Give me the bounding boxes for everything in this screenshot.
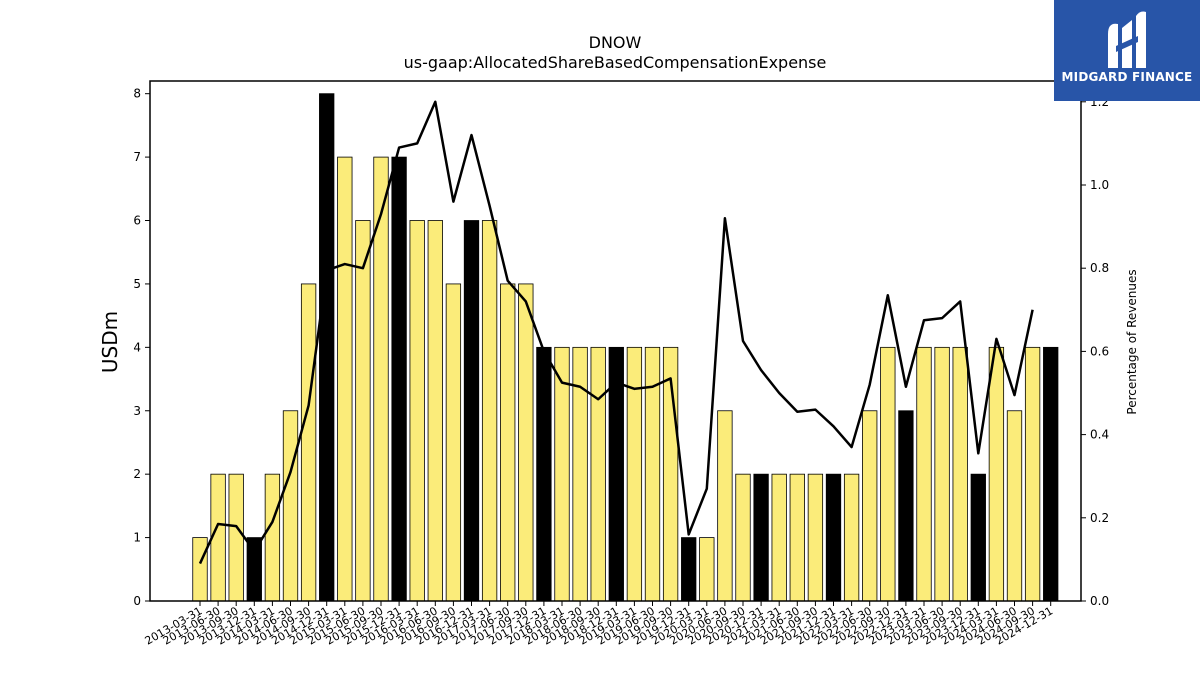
logo-text: MIDGARD FINANCE bbox=[1061, 70, 1193, 84]
bar-2015-03-31 bbox=[337, 156, 353, 602]
bar-2014-03-31 bbox=[264, 473, 281, 602]
line-layer bbox=[198, 100, 1034, 565]
bar-2020-12-31 bbox=[753, 473, 769, 602]
bar-2018-03-31 bbox=[554, 346, 570, 602]
bar-2021-06-30 bbox=[789, 473, 805, 602]
bar-2021-03-31 bbox=[771, 473, 787, 602]
brand-logo: MIDGARD FINANCE bbox=[1054, 0, 1200, 101]
y-tick-label: 1 bbox=[133, 531, 141, 545]
midgard-logo-icon bbox=[1108, 11, 1146, 68]
bar-2023-09-30 bbox=[952, 346, 968, 602]
bar-2015-06-30 bbox=[355, 220, 371, 602]
bar-2024-09-30 bbox=[1024, 346, 1041, 602]
bar-2022-06-30 bbox=[862, 410, 878, 602]
bar-2019-03-31 bbox=[626, 346, 643, 602]
bar-2016-09-30 bbox=[445, 283, 462, 602]
y-axis-label: USDm bbox=[98, 311, 122, 373]
bar-2017-06-30 bbox=[500, 283, 516, 602]
plot-frame bbox=[149, 80, 1082, 602]
bar-2017-12-31 bbox=[536, 346, 552, 602]
bar-2023-03-31 bbox=[916, 346, 932, 602]
bar-2014-09-30 bbox=[300, 283, 317, 602]
bar-2016-12-31 bbox=[463, 220, 480, 602]
bar-2015-09-30 bbox=[373, 156, 389, 602]
bar-2013-09-30 bbox=[228, 473, 244, 602]
bar-2020-03-31 bbox=[699, 537, 715, 602]
bar-2022-09-30 bbox=[880, 346, 896, 602]
chart-subtitle: us-gaap:AllocatedShareBasedCompensationE… bbox=[404, 53, 827, 72]
bar-2019-12-31 bbox=[681, 537, 697, 602]
bar-2024-06-30 bbox=[1006, 410, 1023, 602]
y-tick-label: 6 bbox=[133, 214, 141, 228]
y2-tick-label: 0.8 bbox=[1090, 261, 1109, 275]
bar-2017-09-30 bbox=[518, 283, 534, 602]
y-tick-label: 4 bbox=[133, 340, 141, 354]
bar-2021-09-30 bbox=[807, 473, 824, 602]
percent-of-revenue-line bbox=[198, 100, 1034, 565]
axes-layer: 0123456780.00.20.40.60.81.01.22013-03-31… bbox=[133, 80, 1109, 648]
bar-2022-12-31 bbox=[898, 410, 914, 602]
bar-2013-03-31 bbox=[192, 537, 208, 602]
bar-2024-03-31 bbox=[988, 346, 1005, 602]
bar-2020-09-30 bbox=[735, 473, 751, 602]
y-tick-label: 5 bbox=[133, 277, 141, 291]
bar-2015-12-31 bbox=[391, 156, 407, 602]
y2-tick-label: 0.2 bbox=[1090, 511, 1109, 525]
y2-tick-label: 0.6 bbox=[1090, 344, 1109, 358]
y-tick-label: 7 bbox=[133, 150, 141, 164]
y2-tick-label: 0.0 bbox=[1090, 594, 1109, 608]
y2-axis-label: Percentage of Revenues bbox=[1125, 269, 1139, 414]
bar-2016-03-31 bbox=[409, 220, 425, 602]
bar-2017-03-31 bbox=[481, 220, 498, 602]
bar-2014-06-30 bbox=[282, 410, 299, 602]
y-tick-label: 3 bbox=[133, 404, 141, 418]
bar-2014-12-31 bbox=[319, 93, 335, 602]
y-tick-label: 0 bbox=[133, 594, 141, 608]
bar-2023-06-30 bbox=[934, 346, 950, 602]
y-tick-label: 2 bbox=[133, 467, 141, 481]
bar-2016-06-30 bbox=[427, 220, 443, 602]
y-tick-label: 8 bbox=[133, 87, 141, 101]
bar-2021-12-31 bbox=[825, 473, 842, 602]
bar-2018-09-30 bbox=[590, 346, 606, 602]
bar-2020-06-30 bbox=[717, 410, 733, 602]
bar-2023-12-31 bbox=[970, 473, 986, 602]
bar-2024-12-31 bbox=[1043, 346, 1059, 602]
bars-layer bbox=[192, 93, 1059, 602]
bar-2013-12-31 bbox=[246, 537, 262, 602]
chart-title: DNOW bbox=[589, 33, 642, 52]
bar-2022-03-31 bbox=[843, 473, 860, 602]
y2-tick-label: 1.0 bbox=[1090, 178, 1109, 192]
y2-tick-label: 0.4 bbox=[1090, 428, 1109, 442]
